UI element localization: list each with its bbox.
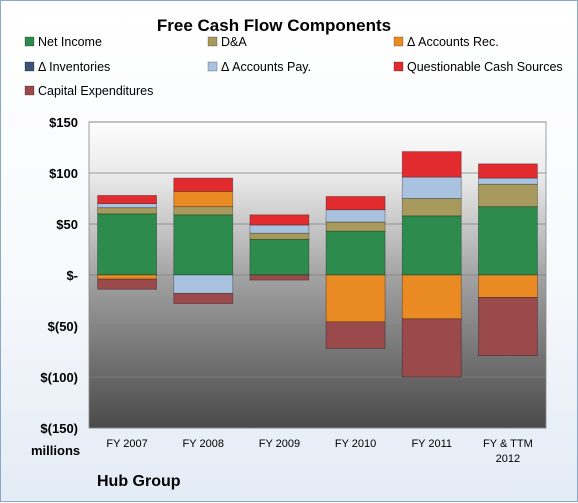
chart-title: Free Cash Flow Components (157, 16, 391, 35)
y-tick-label: $50 (56, 217, 78, 232)
legend-swatch-net-income (24, 36, 35, 47)
y-tick-label: $(50) (48, 319, 78, 334)
bar-segment-net-income (97, 213, 157, 276)
bar-segment-capital-expenditures (478, 297, 538, 356)
bar-segment-net-income (325, 230, 386, 276)
bar-segment-net-income (401, 215, 462, 276)
source-label: Hub Group (97, 473, 181, 490)
legend-swatch-accounts-rec (393, 36, 404, 47)
bar-segment-net-income (249, 238, 310, 276)
bar-segment-accounts-pay (173, 274, 234, 294)
legend-swatch-accounts-pay (207, 61, 218, 72)
legend-label-questionable-cash-sources: Questionable Cash Sources (407, 60, 563, 74)
bar-segment-questionable-cash-sources (97, 195, 157, 205)
legend: Net Income D&A Δ Accounts Rec. Δ Inventorie… (24, 35, 563, 98)
legend-swatch-capital-expenditures (24, 85, 35, 96)
legend-label-capital-expenditures: Capital Expenditures (38, 84, 153, 98)
bars (97, 151, 538, 378)
bar-segment-questionable-cash-sources (249, 214, 310, 226)
bar-segment-accounts-rec (478, 274, 538, 298)
y-tick-label: $(150) (40, 421, 78, 436)
bar-segment-d-a (401, 198, 462, 217)
bar-segment-capital-expenditures (401, 318, 462, 378)
legend-swatch-d-a (207, 36, 218, 47)
x-tick-label: FY 2010 (335, 438, 376, 450)
bar-segment-accounts-pay (325, 209, 386, 223)
bar-segment-capital-expenditures (173, 292, 234, 304)
bar-segment-accounts-rec (401, 274, 462, 320)
legend-label-accounts-pay: Δ Accounts Pay. (221, 60, 311, 74)
y-tick-label: $(100) (40, 370, 78, 385)
bar-segment-net-income (173, 214, 234, 276)
bar-segment-questionable-cash-sources (478, 163, 538, 179)
y-tick-label: $100 (49, 166, 78, 181)
bar-segment-capital-expenditures (249, 274, 310, 281)
bar-segment-accounts-rec (173, 190, 234, 208)
bar-segment-d-a (478, 183, 538, 208)
bar-segment-questionable-cash-sources (401, 151, 462, 178)
bar-segment-capital-expenditures (97, 278, 157, 290)
legend-label-accounts-rec: Δ Accounts Rec. (407, 35, 499, 49)
x-tick-label: FY & TTM 2012 (483, 438, 533, 465)
bar-segment-net-income (478, 206, 538, 276)
bar-segment-accounts-rec (97, 274, 157, 280)
x-tick-label: FY 2008 (183, 438, 224, 450)
y-axis-ticks: $150 $100 $50 $- $(50) $(100) $(150) (40, 115, 78, 436)
legend-label-inventories: Δ Inventories (38, 60, 110, 74)
bar-segment-accounts-pay (401, 176, 462, 199)
legend-label-net-income: Net Income (38, 35, 102, 49)
bar-segment-accounts-pay (97, 203, 157, 209)
bar-segment-d-a (249, 232, 310, 240)
bar-segment-d-a (325, 221, 386, 232)
units-label: millions (31, 443, 80, 458)
bar-segment-d-a (173, 206, 234, 216)
x-tick-label: FY 2007 (106, 438, 147, 450)
bar-segment-questionable-cash-sources (173, 177, 234, 192)
y-tick-label: $150 (49, 115, 78, 130)
x-tick-label: FY 2009 (259, 438, 300, 450)
x-tick-label: FY 2011 (411, 438, 452, 450)
gridlines (89, 121, 546, 429)
legend-label-d-a: D&A (221, 35, 247, 49)
legend-swatch-inventories (24, 61, 35, 72)
bar-segment-questionable-cash-sources (325, 196, 386, 211)
bar-segment-accounts-rec (325, 274, 386, 323)
bar-segment-capital-expenditures (325, 321, 386, 349)
y-tick-label: $- (66, 268, 78, 283)
bar-segment-accounts-pay (249, 224, 310, 234)
x-axis-ticks: FY 2007 FY 2008 FY 2009 FY 2010 FY 2011 FY & … (106, 438, 532, 465)
legend-swatch-questionable-cash-sources (393, 61, 404, 72)
bar-segment-accounts-pay (478, 177, 538, 185)
bar-segment-d-a (97, 207, 157, 215)
